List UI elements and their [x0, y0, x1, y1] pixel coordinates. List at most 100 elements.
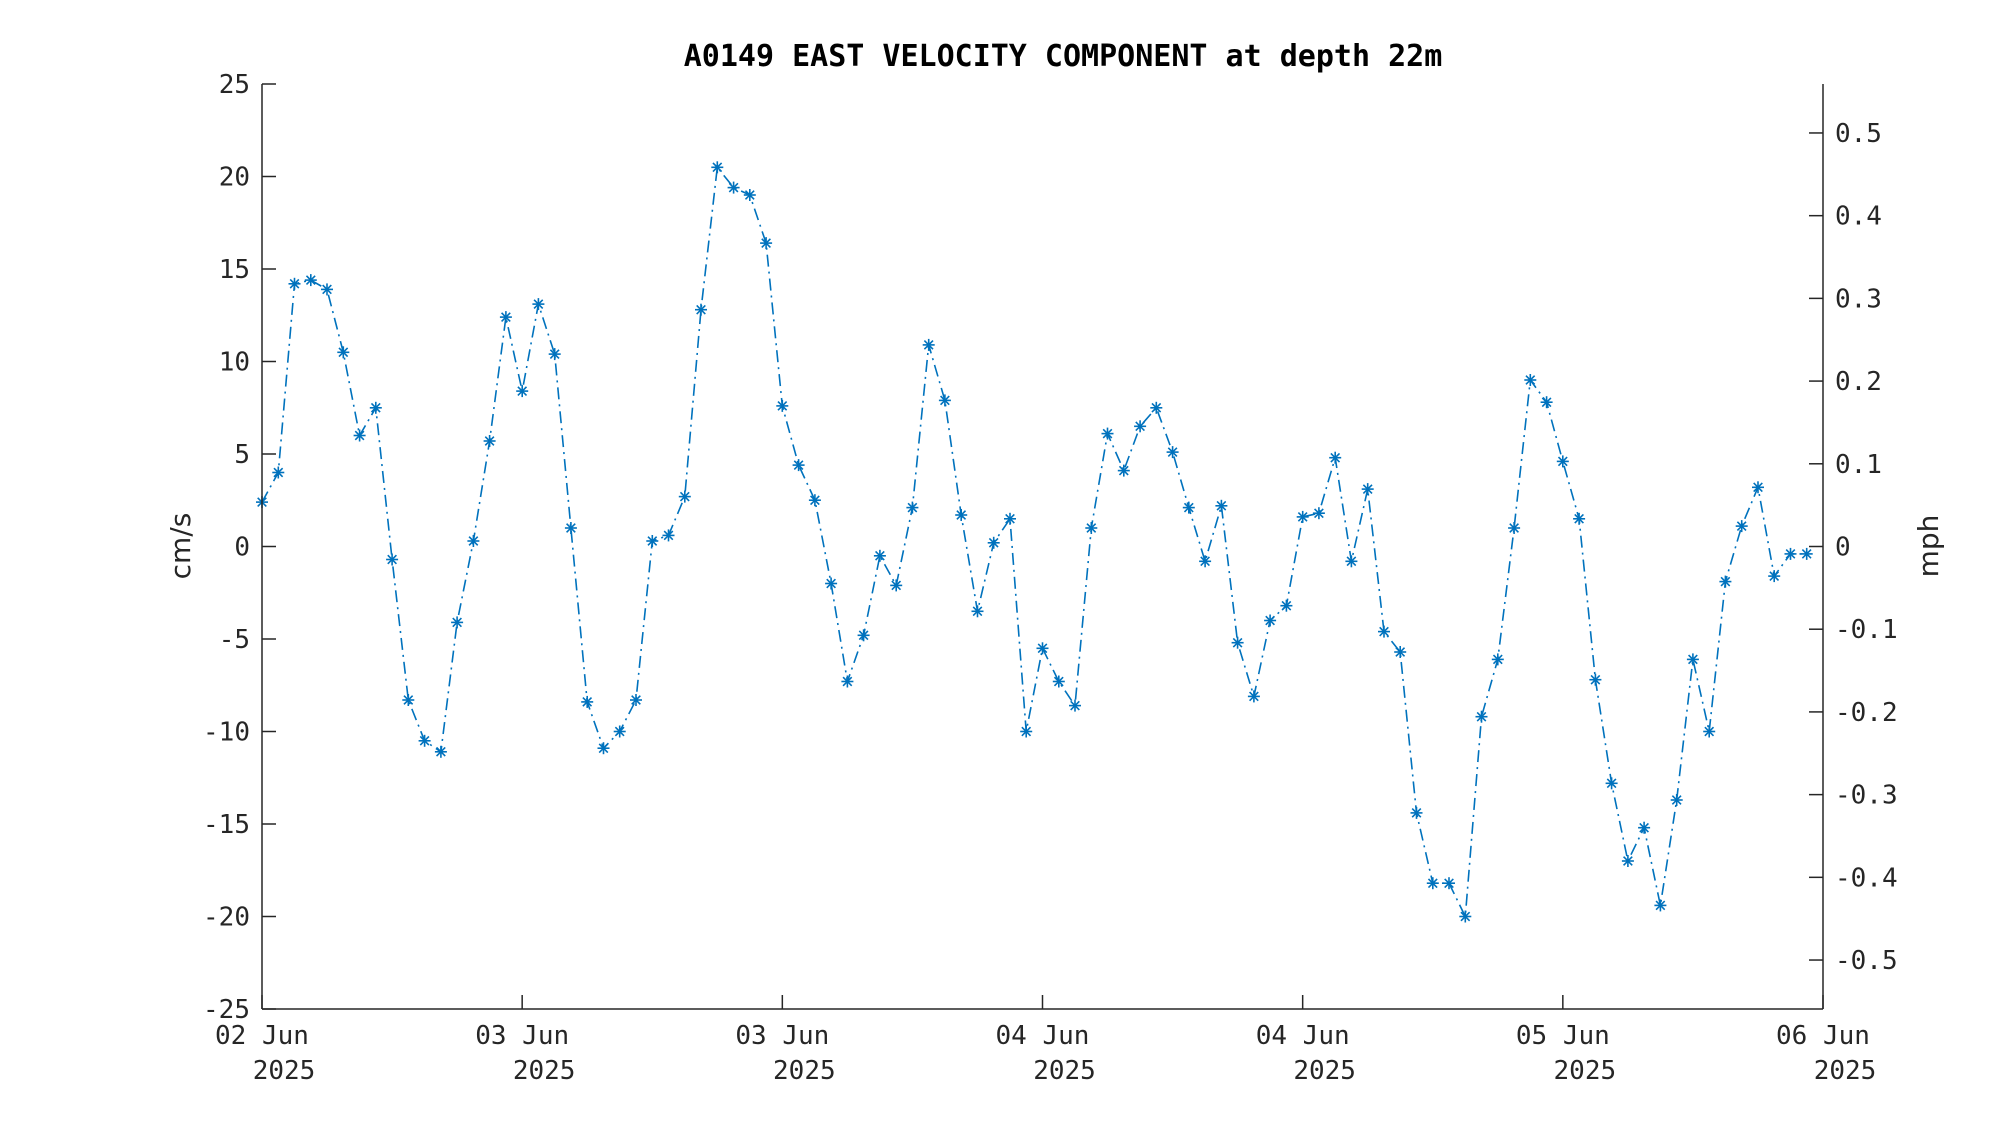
data-point [890, 579, 903, 592]
data-point [1556, 455, 1569, 468]
data-point [1312, 507, 1325, 520]
x-tick-label-year: 2025 [773, 1056, 836, 1086]
data-point [434, 745, 447, 758]
data-point [711, 161, 724, 174]
data-point [1052, 675, 1065, 688]
data-point [581, 695, 594, 708]
data-point [808, 494, 821, 507]
data-point [1410, 806, 1423, 819]
data-point [662, 529, 675, 542]
left-y-tick-label: 15 [219, 255, 250, 285]
data-point [467, 535, 480, 547]
data-point [1166, 446, 1179, 459]
data-point [369, 401, 382, 414]
data-point [695, 303, 707, 316]
x-tick-label-date: 05 Jun [1516, 1021, 1610, 1051]
data-point [1426, 877, 1439, 890]
data-point [516, 385, 529, 398]
data-point [1247, 690, 1260, 703]
right-y-tick-label: 0 [1835, 533, 1851, 563]
y-axis-label-left: cm/s [164, 513, 197, 580]
data-point [1605, 777, 1618, 790]
data-point [499, 311, 512, 324]
data-point [727, 181, 740, 194]
data-point [1199, 555, 1212, 568]
data-point [1752, 481, 1764, 494]
data-point [1735, 520, 1748, 533]
data-point [1069, 699, 1081, 712]
data-point [597, 742, 610, 755]
data-point [1361, 483, 1374, 496]
y-axis-label-right: mph [1912, 515, 1945, 578]
data-point [1621, 855, 1634, 867]
data-point [1475, 710, 1488, 723]
data-point [483, 435, 496, 447]
data-point [1784, 547, 1797, 560]
right-y-tick-label: 0.3 [1835, 284, 1882, 314]
right-y-tick-label: -0.5 [1835, 946, 1898, 976]
data-point [1280, 599, 1293, 612]
data-point [613, 725, 626, 738]
data-point [1719, 575, 1732, 588]
data-point [288, 277, 301, 290]
left-y-tick-label: -10 [203, 718, 250, 748]
x-tick-label-date: 03 Jun [735, 1021, 829, 1051]
left-y-tick-label: 0 [234, 533, 250, 563]
x-ticks: 02 Jun 2025 03 Jun 2025 03 Jun 2025 04 Jun 2025… [215, 995, 1876, 1086]
data-point [564, 522, 577, 534]
data-point [353, 429, 366, 442]
data-point [1443, 877, 1455, 890]
data-point [955, 509, 968, 521]
series-line [261, 165, 1807, 920]
data-point [678, 490, 691, 503]
data-point [402, 694, 415, 706]
data-point [1117, 464, 1130, 477]
data-point [987, 536, 1000, 549]
x-tick-label-date: 04 Jun [1256, 1021, 1350, 1051]
data-point [1004, 512, 1016, 525]
series-layer [256, 161, 1813, 923]
data-point [825, 577, 838, 590]
data-point [1491, 653, 1504, 666]
data-point [841, 675, 854, 688]
data-point [1800, 547, 1813, 560]
x-tick-label-date: 06 Jun [1776, 1021, 1870, 1051]
left-y-tick-label: -20 [203, 903, 250, 933]
left-y-tick-label: -25 [203, 995, 250, 1025]
right-y-tick-label: -0.1 [1835, 615, 1898, 645]
data-point [971, 605, 984, 618]
data-point [1036, 642, 1049, 655]
left-y-ticks: 25 20 15 10 5 0 -5 -10 -15 -20 -25 [203, 70, 276, 1025]
x-tick-label-year: 2025 [1554, 1056, 1617, 1086]
data-point [1524, 374, 1537, 386]
data-point [304, 274, 317, 287]
data-point [1182, 501, 1195, 514]
data-point [1573, 512, 1586, 525]
right-y-tick-label: 0.5 [1835, 119, 1882, 149]
left-y-tick-label: 5 [234, 440, 250, 470]
data-point [532, 298, 545, 311]
data-point [1231, 636, 1244, 649]
data-point [1378, 625, 1390, 638]
data-point [337, 346, 350, 359]
data-point [1686, 653, 1699, 666]
data-point [1540, 396, 1553, 409]
data-point [272, 466, 285, 479]
data-point [321, 283, 333, 296]
chart-title: A0149 EAST VELOCITY COMPONENT at depth 2… [684, 39, 1443, 74]
data-point [1134, 420, 1147, 433]
x-tick-label-year: 2025 [1033, 1056, 1096, 1086]
right-y-tick-label: -0.4 [1835, 863, 1898, 893]
left-y-tick-label: 25 [219, 70, 250, 100]
data-point [1085, 522, 1098, 534]
left-y-tick-label: 20 [219, 163, 250, 193]
data-point [743, 189, 756, 201]
right-y-tick-label: -0.3 [1835, 781, 1898, 811]
data-point [922, 338, 935, 351]
data-point [1394, 646, 1407, 658]
data-point [1329, 451, 1342, 464]
data-point [1638, 821, 1651, 834]
data-point [938, 394, 951, 407]
data-point [1670, 794, 1683, 806]
data-point [1020, 725, 1033, 738]
